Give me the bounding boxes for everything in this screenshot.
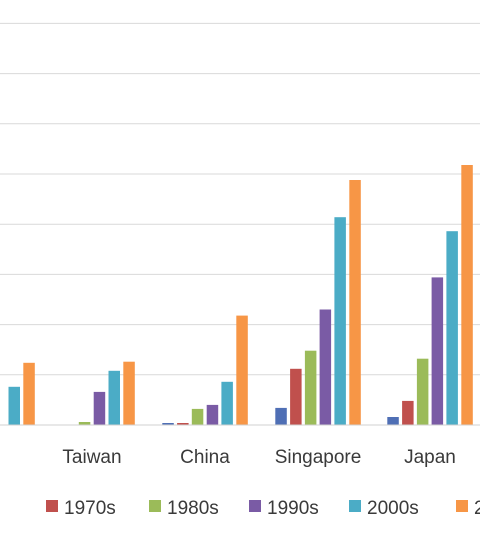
bar: [8, 386, 20, 425]
bar: [402, 400, 414, 425]
legend-label: 1970s: [64, 498, 116, 519]
bar: [319, 309, 332, 425]
legend-swatch: [149, 500, 161, 512]
bar: [304, 350, 317, 425]
bar: [162, 423, 174, 425]
bar: [349, 180, 361, 425]
legend-swatch: [249, 500, 261, 512]
category-labels: aTaiwanChinaSingaporeJapan: [62, 447, 456, 468]
gridlines: [0, 22, 480, 376]
bar: [206, 404, 219, 425]
bar: [23, 362, 35, 425]
legend: 0s1970s1980s1990s2000s20: [46, 498, 480, 519]
legend-swatch: [46, 500, 58, 512]
bar: [446, 231, 458, 425]
bar: [416, 358, 429, 425]
bar: [123, 361, 135, 425]
bar: [93, 391, 106, 425]
category-label: Singapore: [275, 447, 362, 468]
bar: [461, 165, 473, 425]
bar: [191, 408, 204, 425]
bar: [431, 277, 444, 425]
category-label: Japan: [404, 447, 456, 468]
legend-swatch: [349, 500, 361, 512]
legend-label: 2000s: [367, 498, 419, 519]
bars: [8, 165, 473, 425]
legend-label: 1990s: [267, 498, 319, 519]
bar: [387, 417, 399, 425]
legend-label: 20: [474, 498, 480, 519]
bar: [108, 370, 120, 425]
legend-swatch: [456, 500, 468, 512]
bar: [334, 217, 346, 425]
bar: [78, 422, 91, 425]
bar: [275, 407, 287, 425]
bar: [177, 423, 189, 425]
bar: [290, 368, 302, 425]
category-label: Taiwan: [62, 447, 121, 468]
bar: [221, 381, 233, 425]
legend-label: 1980s: [167, 498, 219, 519]
category-label: China: [180, 447, 230, 468]
bar: [236, 315, 248, 425]
